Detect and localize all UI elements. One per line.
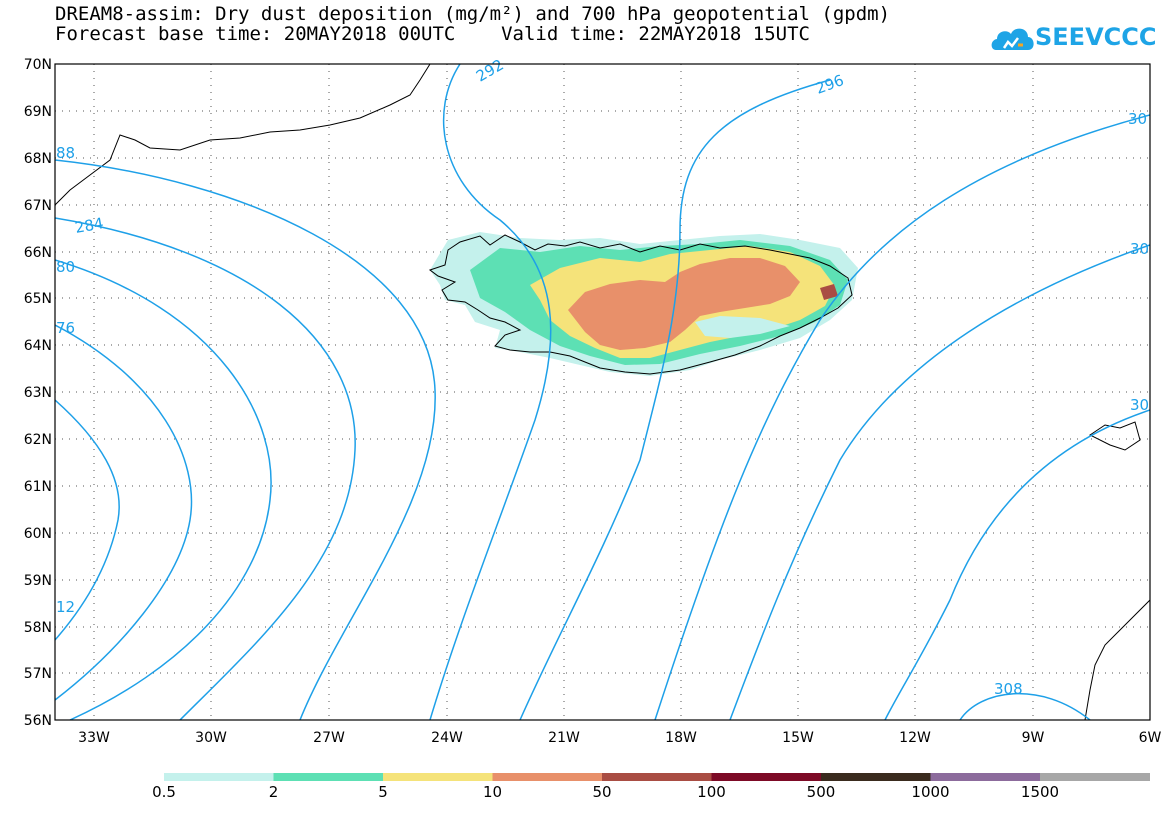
lat-tick-label: 64N [24,338,52,354]
lat-tick-label: 59N [24,573,52,589]
contour-label: 308 [994,680,1023,698]
legend-swatch [711,773,822,781]
contour-label: 88 [56,144,75,162]
legend-swatch [821,773,931,781]
contour-label: 76 [56,319,75,337]
lat-tick-label: 60N [24,526,52,542]
lon-tick-label: 9W [1022,730,1045,746]
lon-tick-label: 24W [431,730,463,746]
lon-tick-label: 12W [899,730,931,746]
greenland-coastline [55,64,431,206]
faroe-coastline [1089,421,1141,451]
legend-label: 10 [482,783,503,801]
lat-tick-label: 69N [24,104,52,120]
lon-tick-label: 6W [1139,730,1162,746]
lon-tick-label: 30W [195,730,227,746]
cloud-icon [991,28,1034,50]
contour-label: 80 [56,258,75,276]
geopotential-contours [55,64,1150,720]
legend-colorbar [164,773,1150,781]
contour-label: 30 [1128,110,1147,128]
map-grid [55,64,1150,720]
contour-label: 292 [473,56,507,86]
legend-swatch [164,773,274,781]
legend-label: 2 [268,783,279,801]
legend-label: 1000 [911,783,950,801]
contour-label: 12 [56,598,75,616]
legend-swatch [492,773,603,781]
contour-label: 284 [74,214,105,237]
legend-label: 1500 [1020,783,1060,801]
scotland-coastline [1084,599,1150,720]
lat-tick-label: 57N [24,666,52,682]
logo-text: SEEVCCC [1035,23,1157,51]
lat-tick-label: 65N [24,291,52,307]
iceland-dust-field [430,232,858,376]
lon-tick-label: 21W [548,730,580,746]
contour-label: 296 [813,71,846,98]
longitude-labels: 33W 30W 27W 24W 21W 18W 15W 12W 9W 6W [78,730,1161,746]
chart-subtitle: Forecast base time: 20MAY2018 00UTC Vali… [55,23,810,45]
lat-tick-label: 70N [24,57,52,73]
legend-label: 0.5 [152,783,176,801]
lon-tick-label: 15W [782,730,814,746]
lat-tick-label: 67N [24,198,52,214]
latitude-labels: 70N 69N 68N 67N 66N 65N 64N 63N 62N 61N … [24,57,52,729]
map-frame [54,63,1151,721]
contour-labels: 292 296 30 88 284 80 76 30 30 12 308 [56,56,1149,698]
lat-tick-label: 61N [24,479,52,495]
lon-tick-label: 33W [78,730,110,746]
legend-swatch [273,773,384,781]
contour-label: 30 [1130,240,1149,258]
legend-label: 100 [697,783,726,801]
lat-tick-label: 66N [24,245,52,261]
lat-tick-label: 56N [24,713,52,729]
legend-swatch [1040,773,1150,781]
legend-swatch [930,773,1041,781]
legend-swatch [383,773,493,781]
iceland-coastline [428,234,853,375]
legend-label: 5 [378,783,388,801]
lat-tick-label: 63N [24,385,52,401]
lat-tick-label: 58N [24,620,52,636]
legend-swatch [602,773,712,781]
legend-label: 500 [806,783,836,801]
lat-tick-label: 62N [24,432,52,448]
legend-label: 50 [592,783,612,801]
contour-label: 30 [1130,396,1149,414]
lon-tick-label: 27W [313,730,345,746]
lon-tick-label: 18W [665,730,697,746]
chart-title: DREAM8-assim: Dry dust deposition (mg/m²… [55,3,891,25]
lat-tick-label: 68N [24,151,52,167]
